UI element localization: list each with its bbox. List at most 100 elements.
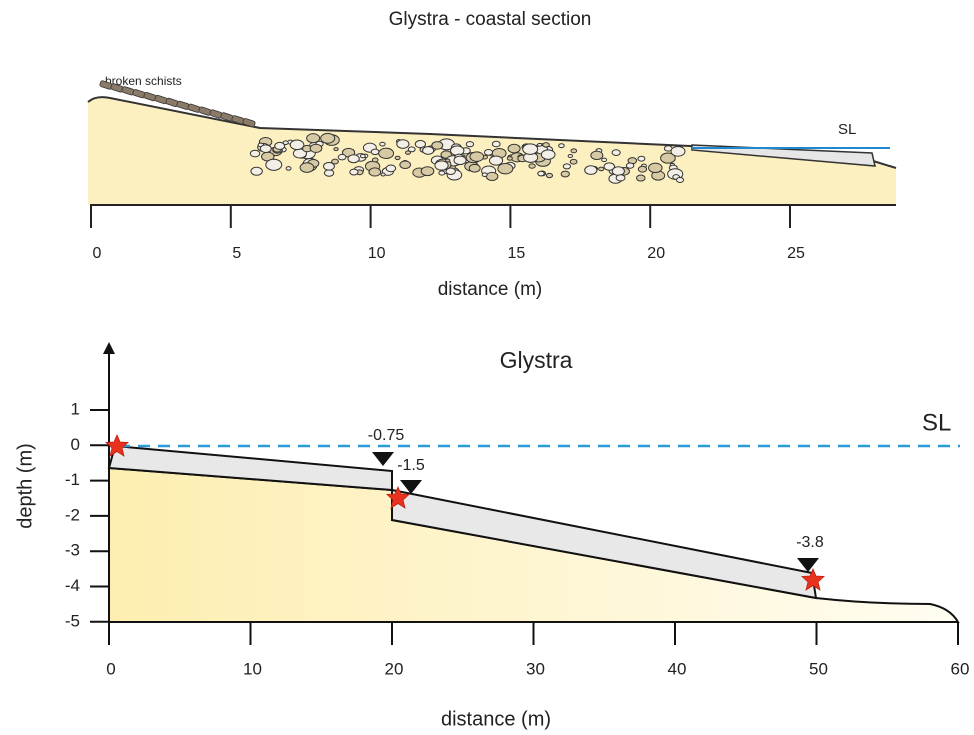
pebble [636,175,645,181]
pebble [290,140,304,150]
x-tick-label: 10 [243,659,262,678]
pebble [395,156,400,159]
y-tick-label: -4 [65,576,80,595]
pebble [671,146,685,156]
x-tick-label: 25 [787,245,805,262]
y-tick-label: -5 [65,611,80,630]
pebble [397,140,409,149]
pebble [563,164,570,169]
x-label: distance (m) [438,279,543,300]
pebble [482,173,487,177]
pebble [310,144,322,152]
pebble [570,159,577,164]
x-tick-label: 50 [809,659,828,678]
pebble [408,147,415,152]
pebble [421,167,434,176]
y-tick-label: -2 [65,505,80,524]
pebble [492,141,500,147]
pebble [283,141,288,145]
figure: Glystra - coastal section SL broken schi… [0,0,974,735]
pebble [300,163,314,173]
pebble [486,172,498,180]
pebble [466,142,473,147]
marker-label: -3.8 [796,534,824,551]
pebble [439,171,445,175]
pebble [400,161,411,168]
pebble [334,148,338,151]
marker-label: -0.75 [368,427,405,444]
pebble [523,144,538,154]
marker-label: -1.5 [397,457,425,474]
pebble [543,143,549,148]
pebble [599,167,604,171]
pebble [638,166,646,172]
x-tick-label: 0 [106,659,115,678]
top-panel: Glystra - coastal section SL broken schi… [88,9,896,300]
pebble [324,170,333,177]
pebble [529,164,535,168]
x-tick-label: 10 [368,245,386,262]
pebble [266,159,282,170]
x-tick-label: 15 [508,245,526,262]
pebble [369,168,381,176]
pebble [591,151,603,159]
pebble [371,149,379,154]
pebble [454,156,466,164]
pebble [260,145,271,153]
pebble [568,154,572,157]
y-tick-label: 0 [71,435,80,454]
x-tick-label: 5 [232,245,241,262]
pebble [250,150,260,157]
pebble [638,156,645,161]
pebble [489,156,502,165]
pebble [616,175,625,181]
axis-arrow [103,342,115,354]
pebble [649,163,662,172]
pebble [350,169,358,175]
pebble [386,165,396,172]
pebble [379,148,394,158]
pebble [435,161,448,170]
pebble [432,142,443,150]
x-tick-label: 20 [647,245,665,262]
x-tick-label: 30 [526,659,545,678]
pebble [251,167,262,175]
pebble [612,150,620,156]
x-label: distance (m) [441,708,551,730]
pebble [546,173,552,177]
pebble [380,142,385,146]
pebble [571,149,577,153]
pebble [324,162,335,170]
pebble [585,166,597,175]
pebble [612,167,624,176]
pebble [538,143,542,146]
x-tick-label: 20 [385,659,404,678]
pebble [423,147,434,155]
x-tick-label: 40 [668,659,687,678]
marker [372,452,394,466]
pebble [508,144,520,153]
pebble [498,163,513,173]
pebble [484,150,492,156]
pebble [541,150,555,159]
y-tick-label: 1 [71,399,80,418]
pebble [469,164,480,172]
pebble [559,144,565,148]
sl-label: SL [922,409,951,436]
y-tick-label: -3 [65,541,80,560]
pebble [602,158,607,162]
x-tick-label: 0 [93,245,102,262]
y-label: depth (m) [14,443,36,529]
pebble [676,177,683,182]
pebble [561,171,569,177]
title: Glystra [500,347,573,373]
pebble [286,167,291,170]
pebble [507,157,512,161]
y-tick-label: -1 [65,470,80,489]
pebble [470,152,484,162]
pebble [348,155,359,163]
pebble [372,158,378,162]
pebble [446,159,450,162]
pebble [538,171,545,176]
